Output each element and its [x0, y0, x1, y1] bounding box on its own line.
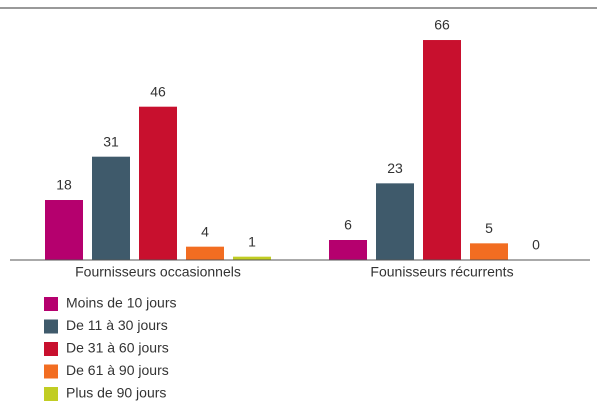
value-label: 0: [532, 237, 540, 253]
value-label: 46: [150, 83, 166, 99]
legend-swatch: [44, 342, 58, 356]
x-tick-label: Founisseurs récurrents: [370, 264, 513, 280]
value-label: 6: [344, 217, 352, 233]
legend-label: De 61 à 90 jours: [66, 362, 169, 378]
value-label: 31: [103, 133, 119, 149]
value-label: 23: [387, 160, 403, 176]
bar: [45, 200, 83, 260]
bar: [139, 106, 177, 260]
bar: [329, 240, 367, 260]
bar: [186, 246, 224, 260]
legend-label: De 11 à 30 jours: [66, 317, 168, 333]
value-label: 1: [248, 233, 256, 249]
legend-label: Moins de 10 jours: [66, 295, 177, 311]
bar: [233, 256, 271, 260]
bar: [376, 183, 414, 260]
bar: [423, 40, 461, 260]
legend-swatch: [44, 297, 58, 311]
legend-label: Plus de 90 jours: [66, 385, 166, 401]
bar: [92, 156, 130, 260]
legend-swatch: [44, 319, 58, 334]
value-label: 66: [434, 17, 450, 33]
value-label: 5: [485, 220, 493, 236]
legend-label: De 31 à 60 jours: [66, 340, 169, 356]
x-tick-label: Fournisseurs occasionnels: [75, 264, 241, 280]
bar: [470, 243, 508, 260]
legend-swatch: [44, 387, 58, 401]
value-label: 4: [201, 223, 209, 239]
value-label: 18: [56, 177, 72, 193]
legend-swatch: [44, 364, 58, 379]
